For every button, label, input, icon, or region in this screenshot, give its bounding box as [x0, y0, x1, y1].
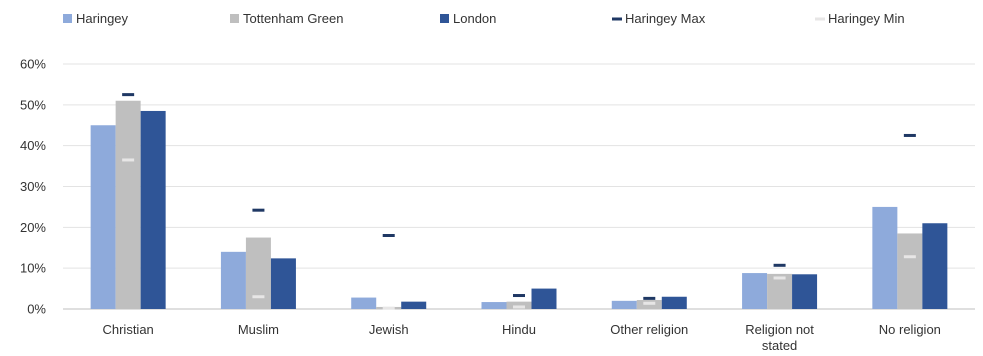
marker-haringey-max-muslim [252, 208, 265, 212]
y-tick-label: 10% [20, 261, 46, 276]
bar-haringey-religion-not-stated [742, 273, 768, 309]
legend-label-haringey: Haringey [76, 11, 129, 26]
marker-haringey-min-christian [122, 158, 135, 162]
legend-label-haringey-max: Haringey Max [625, 11, 706, 26]
legend-swatch-haringey-min [815, 17, 825, 21]
x-tick-label-other-religion: Other religion [610, 322, 688, 337]
y-axis: 0% 10% 20% 30% 40% 50% 60% [20, 57, 46, 317]
legend-label-haringey-min: Haringey Min [828, 11, 905, 26]
x-axis: Christian Muslim Jewish Hindu Other religion… [102, 322, 940, 353]
bar-haringey-muslim [220, 251, 246, 309]
legend-item-haringey-max: Haringey Max [612, 11, 706, 26]
bar-haringey-other-religion [611, 300, 637, 309]
range-markers [122, 93, 916, 310]
x-tick-label-no-religion: No religion [879, 322, 941, 337]
bar-london-other-religion [661, 296, 687, 309]
legend: Haringey Tottenham Green London Haringey Ma… [63, 11, 905, 26]
bar-london-religion-not-stated [792, 274, 818, 309]
bar-tottenham-green-religion-not-stated [767, 273, 793, 309]
marker-haringey-min-hindu [513, 305, 525, 309]
bar-tottenham-green-christian [115, 100, 141, 309]
bar-london-christian [140, 110, 166, 309]
y-tick-label: 40% [20, 138, 46, 153]
legend-swatch-tottenham-green [230, 14, 239, 23]
marker-haringey-max-other-religion [643, 296, 656, 300]
legend-label-tottenham-green: Tottenham Green [243, 11, 343, 26]
gridlines [63, 63, 975, 310]
marker-haringey-max-jewish [382, 234, 395, 237]
y-tick-label: 60% [20, 57, 46, 72]
legend-swatch-haringey [63, 14, 72, 23]
legend-item-tottenham-green: Tottenham Green [230, 11, 343, 26]
bar-tottenham-green-muslim [245, 237, 271, 309]
bar-haringey-no-religion [872, 206, 898, 309]
marker-haringey-min-jewish [382, 306, 395, 310]
bar-haringey-jewish [351, 297, 377, 309]
marker-haringey-max-religion-not-stated [773, 263, 786, 267]
y-tick-label: 30% [20, 179, 46, 194]
marker-haringey-min-no-religion [903, 255, 916, 259]
bar-tottenham-green-hindu [506, 301, 532, 309]
x-tick-label-hindu: Hindu [502, 322, 536, 337]
marker-haringey-min-muslim [252, 295, 265, 299]
y-tick-label: 50% [20, 97, 46, 112]
bars [90, 100, 948, 309]
bar-haringey-hindu [481, 302, 507, 309]
marker-haringey-max-christian [122, 93, 135, 97]
legend-item-london: London [440, 11, 496, 26]
legend-swatch-london [440, 14, 449, 23]
marker-haringey-max-no-religion [903, 133, 916, 137]
legend-item-haringey: Haringey [63, 11, 129, 26]
marker-haringey-min-other-religion [643, 301, 656, 305]
bar-london-hindu [531, 288, 557, 309]
bar-haringey-christian [90, 125, 116, 309]
x-tick-label-muslim: Muslim [238, 322, 279, 337]
y-tick-label: 0% [27, 302, 46, 317]
y-tick-label: 20% [20, 220, 46, 235]
bar-london-jewish [401, 301, 427, 309]
bar-london-no-religion [922, 223, 948, 309]
legend-label-london: London [453, 11, 496, 26]
legend-swatch-haringey-max [612, 17, 622, 21]
bar-tottenham-green-no-religion [897, 233, 923, 309]
x-tick-label-christian: Christian [102, 322, 153, 337]
marker-haringey-min-religion-not-stated [773, 276, 786, 280]
x-tick-label-jewish: Jewish [369, 322, 409, 337]
x-tick-label-religion-not-stated: Religion not stated [745, 322, 814, 353]
legend-item-haringey-min: Haringey Min [815, 11, 905, 26]
bar-london-muslim [270, 258, 296, 309]
marker-haringey-max-hindu [513, 294, 525, 298]
